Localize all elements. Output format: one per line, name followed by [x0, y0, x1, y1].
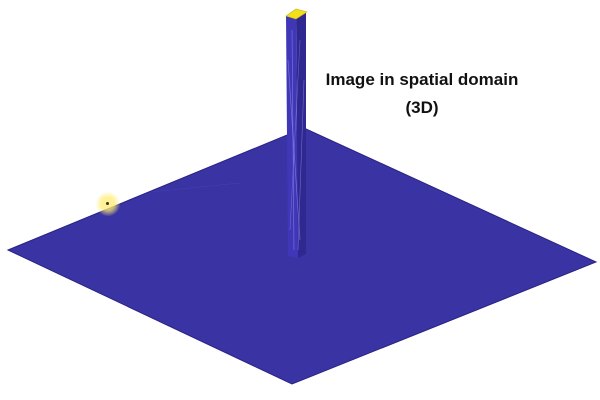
caption-subtitle: (3D)	[405, 98, 439, 117]
cursor-highlight-icon	[96, 192, 120, 216]
spike-top-cap	[285, 8, 308, 20]
spike-mesh-line	[289, 39, 301, 231]
spike-mesh-line	[291, 29, 295, 251]
spike-mesh-line	[297, 79, 305, 251]
figure-caption: Image in spatial domain (3D)	[322, 66, 522, 122]
caption-title: Image in spatial domain	[325, 70, 519, 89]
plane-mesh-line	[149, 182, 241, 193]
